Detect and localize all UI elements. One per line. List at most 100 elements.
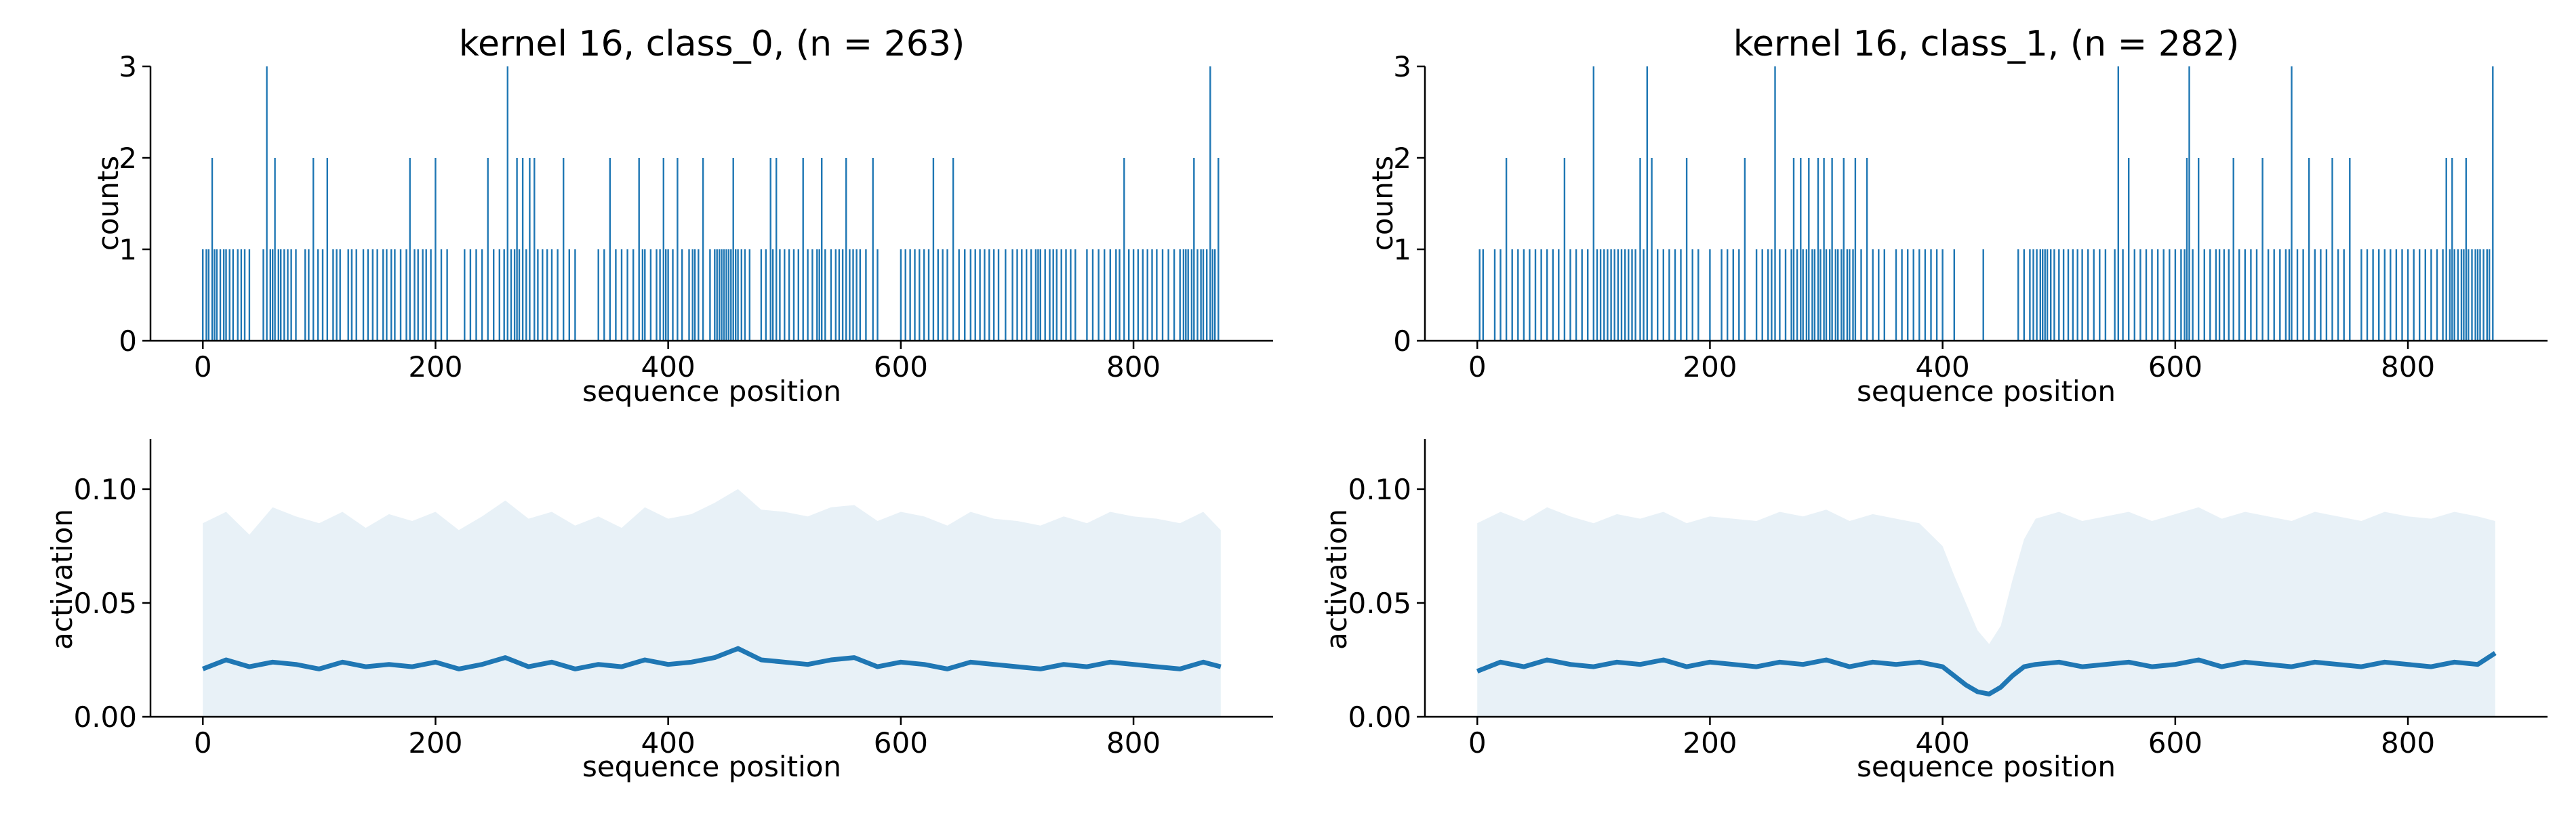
count-bar [1872,249,1874,341]
count-bar [2039,249,2041,341]
count-bar [1039,249,1041,341]
count-bar [1211,249,1213,341]
count-bar [792,249,795,341]
y-tick-label: 1 [1393,233,1411,266]
count-bar [937,249,939,341]
count-bar [382,249,384,341]
count-bar [513,249,516,341]
x-axis-label: sequence position [582,750,841,783]
count-bar [1142,249,1144,341]
count-bar [2445,158,2447,341]
count-bar [2093,249,2095,341]
count-bar [2186,158,2188,341]
count-bar [574,249,576,341]
count-bar [1603,249,1605,341]
count-bar [802,158,804,341]
count-bar [518,249,521,341]
count-bar [2360,249,2362,341]
y-tick-label: 3 [1393,50,1411,83]
count-bar [2395,249,2398,341]
count-bar [1070,249,1072,341]
count-bar [2017,249,2019,341]
count-bar [1128,249,1130,341]
count-bar [1823,158,1825,341]
count-bar [942,249,944,341]
count-bar [1796,249,1798,341]
count-bar [1074,249,1076,341]
count-bar [1918,249,1920,341]
count-bar [2291,66,2293,341]
count-bar [964,249,966,341]
count-bar [405,249,407,341]
count-bar [824,249,826,341]
count-bar [228,249,230,341]
count-bar [1840,249,1843,341]
count-bar [714,249,716,341]
count-bar [919,249,921,341]
count-bar [1156,249,1158,341]
count-bar [1761,249,1763,341]
count-bar [308,249,310,341]
count-bar [1930,249,1932,341]
count-bar [390,249,393,341]
count-bar [2169,249,2171,341]
count-bar [958,249,960,341]
x-tick-label: 400 [1916,350,1970,383]
count-bar [1529,249,1531,341]
count-bar [2029,249,2031,341]
count-bar [394,249,396,341]
count-bar [721,249,723,341]
count-bar [2378,249,2380,341]
x-ticks: 0 200 400 600 800 [1468,341,2435,383]
y-tick-label: 3 [119,50,137,83]
count-bar [845,158,847,341]
count-bar [475,249,477,341]
count-bar [1767,249,1769,341]
count-bar [877,249,879,341]
count-bar [1755,249,1758,341]
y-ticks: 0.00 0.05 0.10 [1348,473,1425,734]
x-ticks: 0 200 400 600 800 [194,717,1161,759]
count-bar [1646,66,1648,341]
count-bar [2228,249,2230,341]
count-bar [225,249,227,341]
x-tick-label: 600 [874,726,928,759]
count-bar [237,249,239,341]
count-bar [1209,66,1211,341]
count-bar [662,158,664,341]
count-bar [818,249,820,341]
count-bar [1044,249,1046,341]
count-bar [914,249,916,341]
count-bar [830,249,832,341]
count-bar [2471,249,2473,341]
count-bar [615,249,617,341]
count-bar [2482,249,2484,341]
count-bar [1895,249,1897,341]
count-bar [516,158,518,341]
count-bar [859,249,861,341]
count-bar [2413,249,2415,341]
count-bar [529,158,531,341]
count-bar [760,249,763,341]
count-bar [1190,249,1193,341]
count-bar [681,249,683,341]
count-bar [425,249,427,341]
count-bar [821,158,823,341]
count-bar [248,249,251,341]
count-bar [1738,249,1740,341]
count-bar [446,249,448,341]
x-tick-label: 600 [2148,350,2202,383]
count-bar [1779,249,1781,341]
count-bar [287,249,289,341]
count-bar [632,249,635,341]
count-bar [283,249,285,341]
count-bar [1534,249,1537,341]
count-bar [1060,249,1062,341]
count-bar [784,249,786,341]
y-ticks: 0.00 0.05 0.10 [73,473,150,734]
count-bar [1837,249,1839,341]
count-bar [290,249,292,341]
count-bar [1744,158,1746,341]
y-axis-label: activation [45,509,79,650]
count-bar [740,249,742,341]
